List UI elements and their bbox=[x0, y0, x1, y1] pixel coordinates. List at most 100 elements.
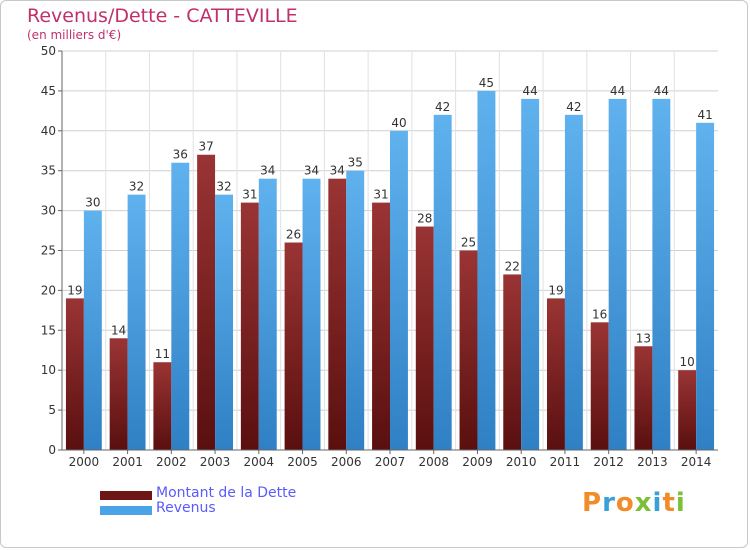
bar-dette-2010 bbox=[503, 274, 522, 450]
data-label-revenus-2000: 30 bbox=[85, 196, 100, 210]
bar-dette-2008 bbox=[415, 226, 434, 450]
x-tick-label: 2011 bbox=[550, 455, 581, 469]
data-label-revenus-2011: 42 bbox=[566, 100, 581, 114]
bar-revenus-2005 bbox=[302, 178, 321, 450]
bar-dette-2013 bbox=[634, 346, 653, 450]
legend-swatch-dette bbox=[100, 491, 152, 500]
data-label-dette-2005: 26 bbox=[286, 228, 301, 242]
bar-dette-2009 bbox=[459, 250, 478, 450]
data-label-dette-2012: 16 bbox=[592, 307, 607, 321]
y-tick-label: 30 bbox=[41, 204, 56, 218]
data-label-dette-2002: 11 bbox=[155, 347, 170, 361]
legend-label-revenus: Revenus bbox=[156, 500, 216, 516]
bar-dette-2007 bbox=[372, 202, 390, 450]
data-label-revenus-2007: 40 bbox=[391, 116, 406, 130]
legend-label-dette: Montant de la Dette bbox=[156, 485, 297, 501]
data-label-dette-2001: 14 bbox=[111, 323, 126, 337]
chart-subtitle: (en milliers d'€) bbox=[27, 28, 122, 42]
data-label-revenus-2009: 45 bbox=[479, 76, 494, 90]
y-tick-label: 45 bbox=[41, 84, 56, 98]
data-label-dette-2014: 10 bbox=[680, 355, 695, 369]
bar-revenus-2014 bbox=[696, 122, 715, 450]
x-tick-label: 2006 bbox=[331, 455, 362, 469]
bar-revenus-2008 bbox=[433, 114, 452, 450]
data-label-revenus-2008: 42 bbox=[435, 100, 450, 114]
bar-revenus-2004 bbox=[258, 178, 277, 450]
data-label-dette-2011: 19 bbox=[548, 283, 563, 297]
data-label-revenus-2014: 41 bbox=[697, 108, 712, 122]
logo-letter: x bbox=[634, 488, 653, 518]
bar-revenus-2011 bbox=[564, 114, 583, 450]
bar-revenus-2002 bbox=[171, 162, 190, 450]
data-label-revenus-2012: 44 bbox=[610, 84, 625, 98]
data-label-dette-2004: 31 bbox=[242, 188, 257, 202]
y-tick-label: 10 bbox=[41, 363, 56, 377]
logo-letter: i bbox=[652, 488, 663, 518]
legend-swatch-revenus bbox=[100, 506, 152, 515]
x-tick-label: 2008 bbox=[418, 455, 449, 469]
data-label-revenus-2002: 36 bbox=[173, 148, 188, 162]
data-label-revenus-2004: 34 bbox=[260, 164, 275, 178]
data-label-revenus-2013: 44 bbox=[654, 84, 669, 98]
data-label-dette-2003: 37 bbox=[198, 140, 213, 154]
data-label-revenus-2001: 32 bbox=[129, 180, 144, 194]
x-tick-label: 2014 bbox=[681, 455, 712, 469]
y-tick-label: 25 bbox=[41, 244, 56, 258]
data-label-revenus-2010: 44 bbox=[523, 84, 538, 98]
data-label-dette-2009: 25 bbox=[461, 236, 476, 250]
chart-title: Revenus/Dette - CATTEVILLE bbox=[27, 5, 298, 27]
x-tick-label: 2013 bbox=[637, 455, 668, 469]
data-label-dette-2007: 31 bbox=[373, 188, 388, 202]
bar-dette-2005 bbox=[284, 242, 303, 450]
bar-revenus-2006 bbox=[346, 170, 365, 450]
bar-dette-2002 bbox=[153, 362, 172, 450]
bar-revenus-2001 bbox=[127, 194, 146, 450]
bar-revenus-2009 bbox=[477, 90, 496, 451]
bar-dette-2012 bbox=[590, 322, 609, 450]
x-tick-label: 2010 bbox=[506, 455, 537, 469]
x-tick-label: 2005 bbox=[287, 455, 318, 469]
data-label-revenus-2005: 34 bbox=[304, 164, 319, 178]
bar-dette-2003 bbox=[197, 154, 216, 451]
data-label-revenus-2003: 32 bbox=[216, 180, 231, 194]
proxiti-logo: Proxiti bbox=[582, 488, 686, 518]
logo-letter: o bbox=[615, 488, 635, 518]
bar-dette-2011 bbox=[547, 298, 565, 450]
bar-revenus-2003 bbox=[215, 194, 233, 450]
x-tick-label: 2002 bbox=[156, 455, 187, 469]
data-label-dette-2013: 13 bbox=[636, 331, 651, 345]
logo-letter: t bbox=[662, 488, 676, 518]
data-label-dette-2008: 28 bbox=[417, 212, 432, 226]
x-tick-label: 2004 bbox=[244, 455, 275, 469]
x-tick-label: 2003 bbox=[200, 455, 231, 469]
y-tick-label: 35 bbox=[41, 164, 56, 178]
x-tick-label: 2000 bbox=[69, 455, 100, 469]
bar-revenus-2007 bbox=[390, 130, 408, 451]
y-tick-label: 40 bbox=[41, 124, 56, 138]
x-tick-label: 2001 bbox=[112, 455, 143, 469]
bar-dette-2001 bbox=[109, 338, 128, 450]
data-label-dette-2010: 22 bbox=[505, 259, 520, 273]
bar-revenus-2012 bbox=[608, 98, 627, 450]
y-tick-label: 15 bbox=[41, 323, 56, 337]
y-tick-label: 50 bbox=[41, 44, 56, 58]
bar-dette-2006 bbox=[328, 178, 347, 450]
x-tick-label: 2007 bbox=[375, 455, 406, 469]
bar-dette-2004 bbox=[240, 202, 259, 450]
bar-dette-2014 bbox=[678, 370, 697, 450]
data-label-dette-2006: 34 bbox=[330, 164, 345, 178]
bar-revenus-2013 bbox=[652, 98, 671, 450]
data-label-revenus-2006: 35 bbox=[348, 156, 363, 170]
logo-letter: r bbox=[602, 488, 616, 518]
logo-letter: P bbox=[582, 488, 603, 518]
y-tick-label: 0 bbox=[48, 443, 56, 457]
bar-revenus-2010 bbox=[521, 98, 540, 450]
y-tick-label: 5 bbox=[48, 403, 56, 417]
bar-dette-2000 bbox=[65, 298, 84, 450]
logo-letter: i bbox=[675, 488, 686, 518]
x-tick-label: 2009 bbox=[462, 455, 493, 469]
y-tick-label: 20 bbox=[41, 283, 56, 297]
x-tick-label: 2012 bbox=[593, 455, 624, 469]
bar-revenus-2000 bbox=[83, 210, 102, 450]
